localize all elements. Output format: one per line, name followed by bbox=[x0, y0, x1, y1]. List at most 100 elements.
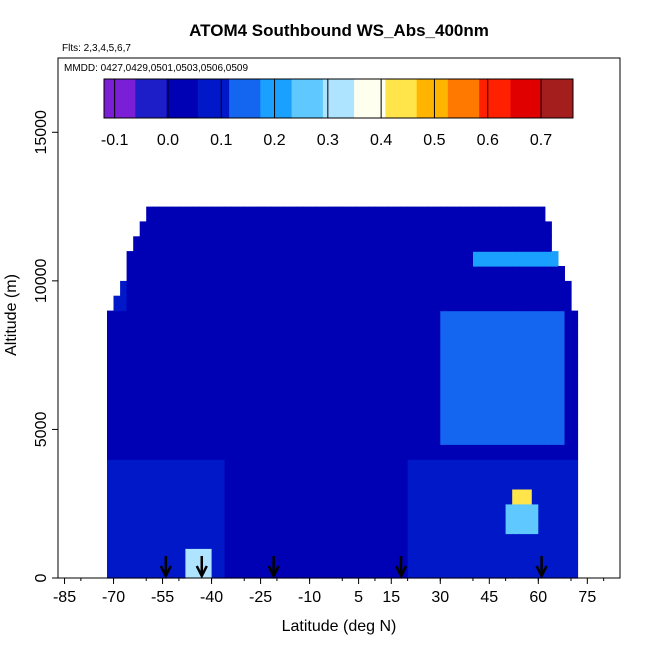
heatmap-cell bbox=[329, 474, 337, 490]
heatmap-cell bbox=[571, 503, 579, 520]
heatmap-cell bbox=[257, 280, 265, 297]
heatmap-cell bbox=[276, 488, 284, 505]
heatmap-cell bbox=[557, 325, 565, 341]
heatmap-cell bbox=[381, 295, 389, 312]
heatmap-cell bbox=[531, 206, 539, 223]
heatmap-cell bbox=[414, 474, 422, 490]
heatmap-cell bbox=[335, 370, 343, 386]
heatmap-cell bbox=[557, 533, 565, 549]
heatmap-cell bbox=[263, 518, 271, 535]
flights-note: Flts: 2,3,4,5,6,7 bbox=[62, 43, 131, 54]
heatmap-cell bbox=[192, 384, 200, 401]
heatmap-cell bbox=[290, 325, 298, 341]
heatmap-cell bbox=[198, 444, 206, 460]
heatmap-cell bbox=[348, 370, 356, 386]
heatmap-cell bbox=[492, 310, 500, 327]
heatmap-cell bbox=[531, 340, 539, 356]
heatmap-cell bbox=[414, 459, 422, 475]
heatmap-cell bbox=[407, 370, 415, 386]
heatmap-cell bbox=[205, 236, 213, 252]
heatmap-cell bbox=[551, 429, 559, 445]
heatmap-cell bbox=[388, 459, 396, 475]
heatmap-cell bbox=[571, 474, 579, 490]
heatmap-cell bbox=[146, 280, 154, 297]
heatmap-cell bbox=[381, 251, 389, 267]
heatmap-cell bbox=[479, 399, 487, 416]
heatmap-cell bbox=[355, 370, 363, 386]
heatmap-cell bbox=[342, 459, 350, 475]
heatmap-cell bbox=[551, 280, 559, 297]
heatmap-cell bbox=[283, 325, 291, 341]
heatmap-cell bbox=[218, 206, 226, 223]
heatmap-cell bbox=[492, 429, 500, 445]
heatmap-cell bbox=[303, 251, 311, 267]
heatmap-cell bbox=[218, 370, 226, 386]
heatmap-cell bbox=[139, 251, 147, 267]
heatmap-cell bbox=[146, 251, 154, 267]
heatmap-cell bbox=[218, 518, 226, 535]
heatmap-cell bbox=[316, 325, 324, 341]
heatmap-cell bbox=[512, 310, 520, 327]
heatmap-cell bbox=[250, 414, 258, 431]
heatmap-cell bbox=[211, 280, 219, 297]
heatmap-cell bbox=[218, 266, 226, 282]
heatmap-cell bbox=[244, 488, 252, 505]
heatmap-cell bbox=[139, 548, 147, 564]
heatmap-cell bbox=[276, 459, 284, 475]
x-tick-label: 60 bbox=[529, 589, 547, 606]
heatmap-cell bbox=[466, 444, 474, 460]
heatmap-cell bbox=[178, 340, 186, 356]
heatmap-cell bbox=[211, 325, 219, 341]
heatmap-cell bbox=[159, 518, 167, 535]
heatmap-cell bbox=[178, 295, 186, 312]
heatmap-cell bbox=[518, 295, 526, 312]
heatmap-cell bbox=[270, 399, 278, 416]
heatmap-cell bbox=[309, 518, 317, 535]
heatmap-cell bbox=[139, 280, 147, 297]
heatmap-cell bbox=[446, 384, 454, 401]
heatmap-cell bbox=[316, 563, 324, 579]
heatmap-cell bbox=[401, 444, 409, 460]
heatmap-cell bbox=[446, 414, 454, 431]
heatmap-cell bbox=[453, 251, 461, 267]
heatmap-cell bbox=[401, 236, 409, 252]
heatmap-cell bbox=[361, 533, 369, 549]
heatmap-cell bbox=[290, 280, 298, 297]
heatmap-cell bbox=[459, 206, 467, 223]
heatmap-cell bbox=[427, 399, 435, 416]
heatmap-cell bbox=[414, 206, 422, 223]
heatmap-cell bbox=[296, 444, 304, 460]
heatmap-cell bbox=[355, 488, 363, 505]
heatmap-cell bbox=[107, 444, 115, 460]
heatmap-cell bbox=[571, 444, 579, 460]
heatmap-cell bbox=[316, 429, 324, 445]
heatmap-cell bbox=[361, 295, 369, 312]
heatmap-cell bbox=[394, 474, 402, 490]
heatmap-cell bbox=[263, 384, 271, 401]
heatmap-cell bbox=[388, 518, 396, 535]
heatmap-cell bbox=[237, 444, 245, 460]
heatmap-cell bbox=[486, 221, 494, 237]
heatmap-cell bbox=[303, 266, 311, 282]
heatmap-cell bbox=[159, 280, 167, 297]
heatmap-cell bbox=[531, 370, 539, 386]
heatmap-cell bbox=[538, 429, 546, 445]
colorbar-segment bbox=[229, 79, 261, 118]
heatmap-cell bbox=[329, 221, 337, 237]
colorbar-tick-label: 0.7 bbox=[530, 132, 552, 149]
heatmap-cell bbox=[283, 236, 291, 252]
heatmap-cell bbox=[427, 221, 435, 237]
heatmap-cell bbox=[205, 266, 213, 282]
heatmap-cell bbox=[531, 533, 539, 549]
heatmap-cell bbox=[126, 474, 134, 490]
heatmap-cell bbox=[329, 503, 337, 520]
heatmap-cell bbox=[368, 236, 376, 252]
heatmap-cell bbox=[479, 533, 487, 549]
heatmap-cell bbox=[237, 340, 245, 356]
heatmap-cell bbox=[178, 503, 186, 520]
heatmap-cell bbox=[420, 206, 428, 223]
heatmap-cell bbox=[218, 295, 226, 312]
heatmap-cell bbox=[152, 414, 160, 431]
heatmap-cell bbox=[192, 295, 200, 312]
heatmap-cell bbox=[381, 221, 389, 237]
